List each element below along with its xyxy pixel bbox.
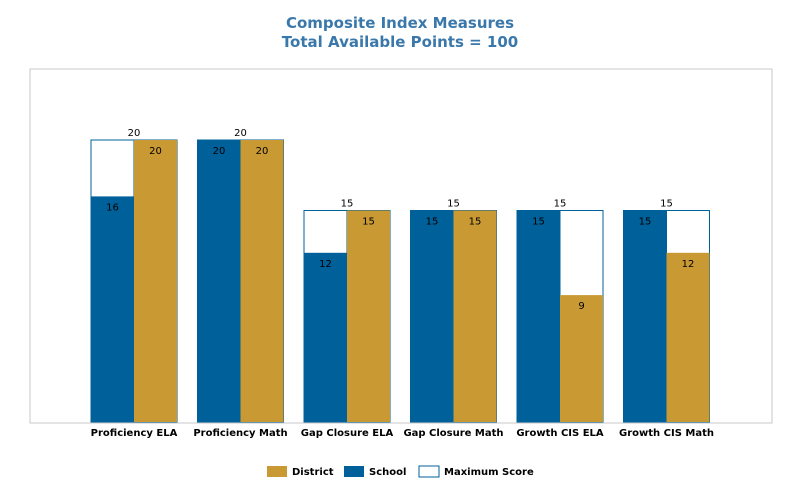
bars-group <box>90 139 710 423</box>
category-tick-label: Gap Closure ELA <box>301 428 394 439</box>
school-bar <box>197 140 241 422</box>
district-value-label: 9 <box>578 301 584 312</box>
district-bar <box>240 140 284 422</box>
category-tick-label: Growth CIS Math <box>619 428 714 439</box>
max-score-label: 15 <box>660 199 673 210</box>
district-value-label: 12 <box>682 259 695 270</box>
legend-label-school: School <box>369 467 406 478</box>
legend-label-district: District <box>292 467 334 478</box>
school-bar <box>304 252 347 422</box>
school-value-label: 12 <box>319 259 332 270</box>
school-value-label: 15 <box>532 217 545 228</box>
school-value-label: 20 <box>213 146 226 157</box>
district-bar <box>347 210 390 422</box>
school-bar <box>623 210 667 422</box>
max-score-label: 20 <box>128 128 141 139</box>
category-tick-label: Proficiency ELA <box>91 428 178 439</box>
school-value-label: 15 <box>639 217 652 228</box>
legend-swatch-school <box>344 466 364 477</box>
district-value-label: 20 <box>256 146 269 157</box>
school-bar <box>91 196 134 422</box>
district-value-label: 20 <box>149 146 162 157</box>
school-bar <box>517 210 560 422</box>
school-value-label: 15 <box>426 217 439 228</box>
category-tick-label: Growth CIS ELA <box>516 428 604 439</box>
max-score-label: 15 <box>554 199 567 210</box>
legend-swatch-maximum-score <box>418 465 440 478</box>
category-tick-label: Proficiency Math <box>193 428 287 439</box>
labels-group: 20 16 20 Proficiency ELA 20 20 20 Proficiency M… <box>91 128 714 439</box>
legend: District School Maximum Score <box>267 465 534 478</box>
school-bar <box>410 210 454 422</box>
plot-area-border <box>29 68 773 424</box>
legend-label-maximum-score: Maximum Score <box>444 467 534 478</box>
legend-swatch-district <box>267 466 287 477</box>
district-bar <box>453 210 497 422</box>
district-bar <box>666 252 710 422</box>
chart-subtitle: Total Available Points = 100 <box>281 33 519 51</box>
school-value-label: 16 <box>106 202 119 213</box>
district-bar <box>560 295 603 422</box>
category-tick-label: Gap Closure Math <box>403 428 503 439</box>
district-value-label: 15 <box>362 217 375 228</box>
chart-title: Composite Index Measures <box>285 14 515 32</box>
district-value-label: 15 <box>469 217 482 228</box>
chart-title-block: Composite Index Measures Total Available… <box>0 14 800 52</box>
max-score-label: 15 <box>447 199 460 210</box>
district-bar <box>134 140 177 422</box>
max-score-label: 15 <box>341 199 354 210</box>
max-score-label: 20 <box>234 128 247 139</box>
